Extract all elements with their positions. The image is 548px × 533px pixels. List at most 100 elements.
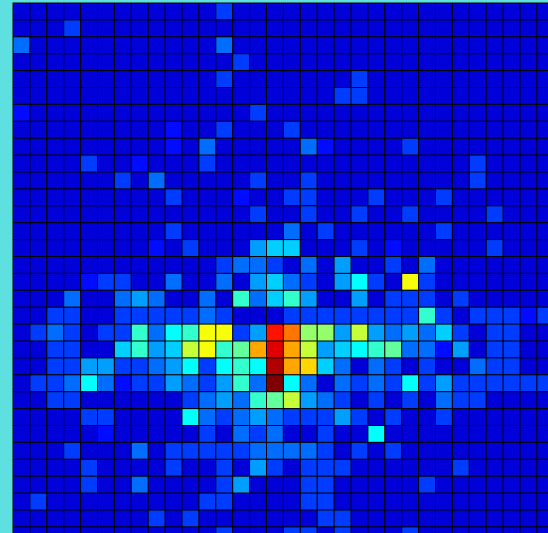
heatmap-cell [30, 257, 47, 274]
heatmap-cell [250, 206, 267, 223]
heatmap-cell [452, 392, 469, 409]
heatmap-cell [283, 392, 300, 409]
heatmap-cell [199, 138, 216, 155]
heatmap-cell [131, 223, 148, 240]
heatmap-cell [317, 358, 334, 375]
heatmap-cell [419, 493, 436, 510]
heatmap-cell [537, 240, 548, 257]
heatmap-cell [199, 375, 216, 392]
heatmap-cell [334, 54, 351, 71]
heatmap-cell [537, 442, 548, 459]
heatmap-cell [469, 341, 486, 358]
heatmap-cell [165, 54, 182, 71]
heatmap-cell [469, 257, 486, 274]
heatmap-cell [520, 409, 537, 426]
heatmap-cell [13, 426, 30, 443]
heatmap-cell [436, 240, 453, 257]
heatmap-cell [64, 476, 81, 493]
heatmap-cell [114, 493, 131, 510]
heatmap-cell [469, 459, 486, 476]
heatmap-cell [452, 104, 469, 121]
heatmap-cell [317, 290, 334, 307]
heatmap-cell [30, 37, 47, 54]
heatmap-cell [30, 189, 47, 206]
heatmap-cell [81, 392, 98, 409]
heatmap-cell [30, 341, 47, 358]
heatmap-cell [30, 324, 47, 341]
heatmap-cell [537, 37, 548, 54]
heatmap-cell [98, 290, 115, 307]
heatmap-cell [537, 476, 548, 493]
heatmap-cell [452, 88, 469, 105]
heatmap-cell [351, 155, 368, 172]
heatmap-cell [436, 527, 453, 533]
heatmap-cell [267, 375, 284, 392]
heatmap-cell [452, 459, 469, 476]
heatmap-cell [537, 104, 548, 121]
heatmap-cell [334, 307, 351, 324]
heatmap-cell [317, 71, 334, 88]
heatmap-cell [402, 290, 419, 307]
heatmap-cell [199, 88, 216, 105]
heatmap-cell [520, 493, 537, 510]
heatmap-cell [486, 257, 503, 274]
heatmap-cell [148, 71, 165, 88]
heatmap-cell [368, 493, 385, 510]
heatmap-cell [317, 121, 334, 138]
heatmap-cell [148, 223, 165, 240]
heatmap-cell [114, 409, 131, 426]
heatmap-cell [267, 476, 284, 493]
heatmap-cell [368, 88, 385, 105]
heatmap-cell [486, 71, 503, 88]
heatmap-cell [385, 409, 402, 426]
heatmap-cell [182, 155, 199, 172]
heatmap-cell [469, 307, 486, 324]
heatmap-cell [452, 206, 469, 223]
heatmap-cell [267, 257, 284, 274]
heatmap-cell [469, 273, 486, 290]
heatmap-cell [13, 240, 30, 257]
heatmap-cell [148, 324, 165, 341]
heatmap-cell [503, 375, 520, 392]
heatmap-cell [334, 341, 351, 358]
heatmap-cell [368, 257, 385, 274]
heatmap-cell [131, 172, 148, 189]
heatmap-cell [182, 37, 199, 54]
heatmap-cell [131, 527, 148, 533]
heatmap-cell [81, 206, 98, 223]
heatmap-cell [402, 138, 419, 155]
heatmap-cell [114, 206, 131, 223]
heatmap-cell [486, 54, 503, 71]
heatmap-cell [520, 442, 537, 459]
heatmap-cell [503, 459, 520, 476]
heatmap-cell [402, 324, 419, 341]
heatmap-cell [537, 206, 548, 223]
heatmap-cell [199, 341, 216, 358]
heatmap-cell [419, 324, 436, 341]
heatmap-cell [114, 510, 131, 527]
heatmap-cell [503, 527, 520, 533]
heatmap-cell [486, 493, 503, 510]
heatmap-cell [436, 206, 453, 223]
heatmap-cell [267, 358, 284, 375]
heatmap-cell [368, 476, 385, 493]
heatmap-cell [165, 510, 182, 527]
heatmap-cell [267, 307, 284, 324]
heatmap-cell [182, 88, 199, 105]
heatmap-cell [368, 37, 385, 54]
heatmap-cell [13, 206, 30, 223]
heatmap-cell [233, 358, 250, 375]
heatmap-cell [317, 409, 334, 426]
heatmap-cell [334, 290, 351, 307]
heatmap-cell [402, 240, 419, 257]
heatmap-cell [165, 375, 182, 392]
heatmap-cell [216, 206, 233, 223]
heatmap-cell [351, 307, 368, 324]
heatmap-cell [199, 409, 216, 426]
heatmap-cell [267, 527, 284, 533]
heatmap-cell [199, 392, 216, 409]
heatmap-cell [402, 88, 419, 105]
heatmap-cell [503, 341, 520, 358]
heatmap-cell [199, 527, 216, 533]
heatmap-cell [148, 358, 165, 375]
